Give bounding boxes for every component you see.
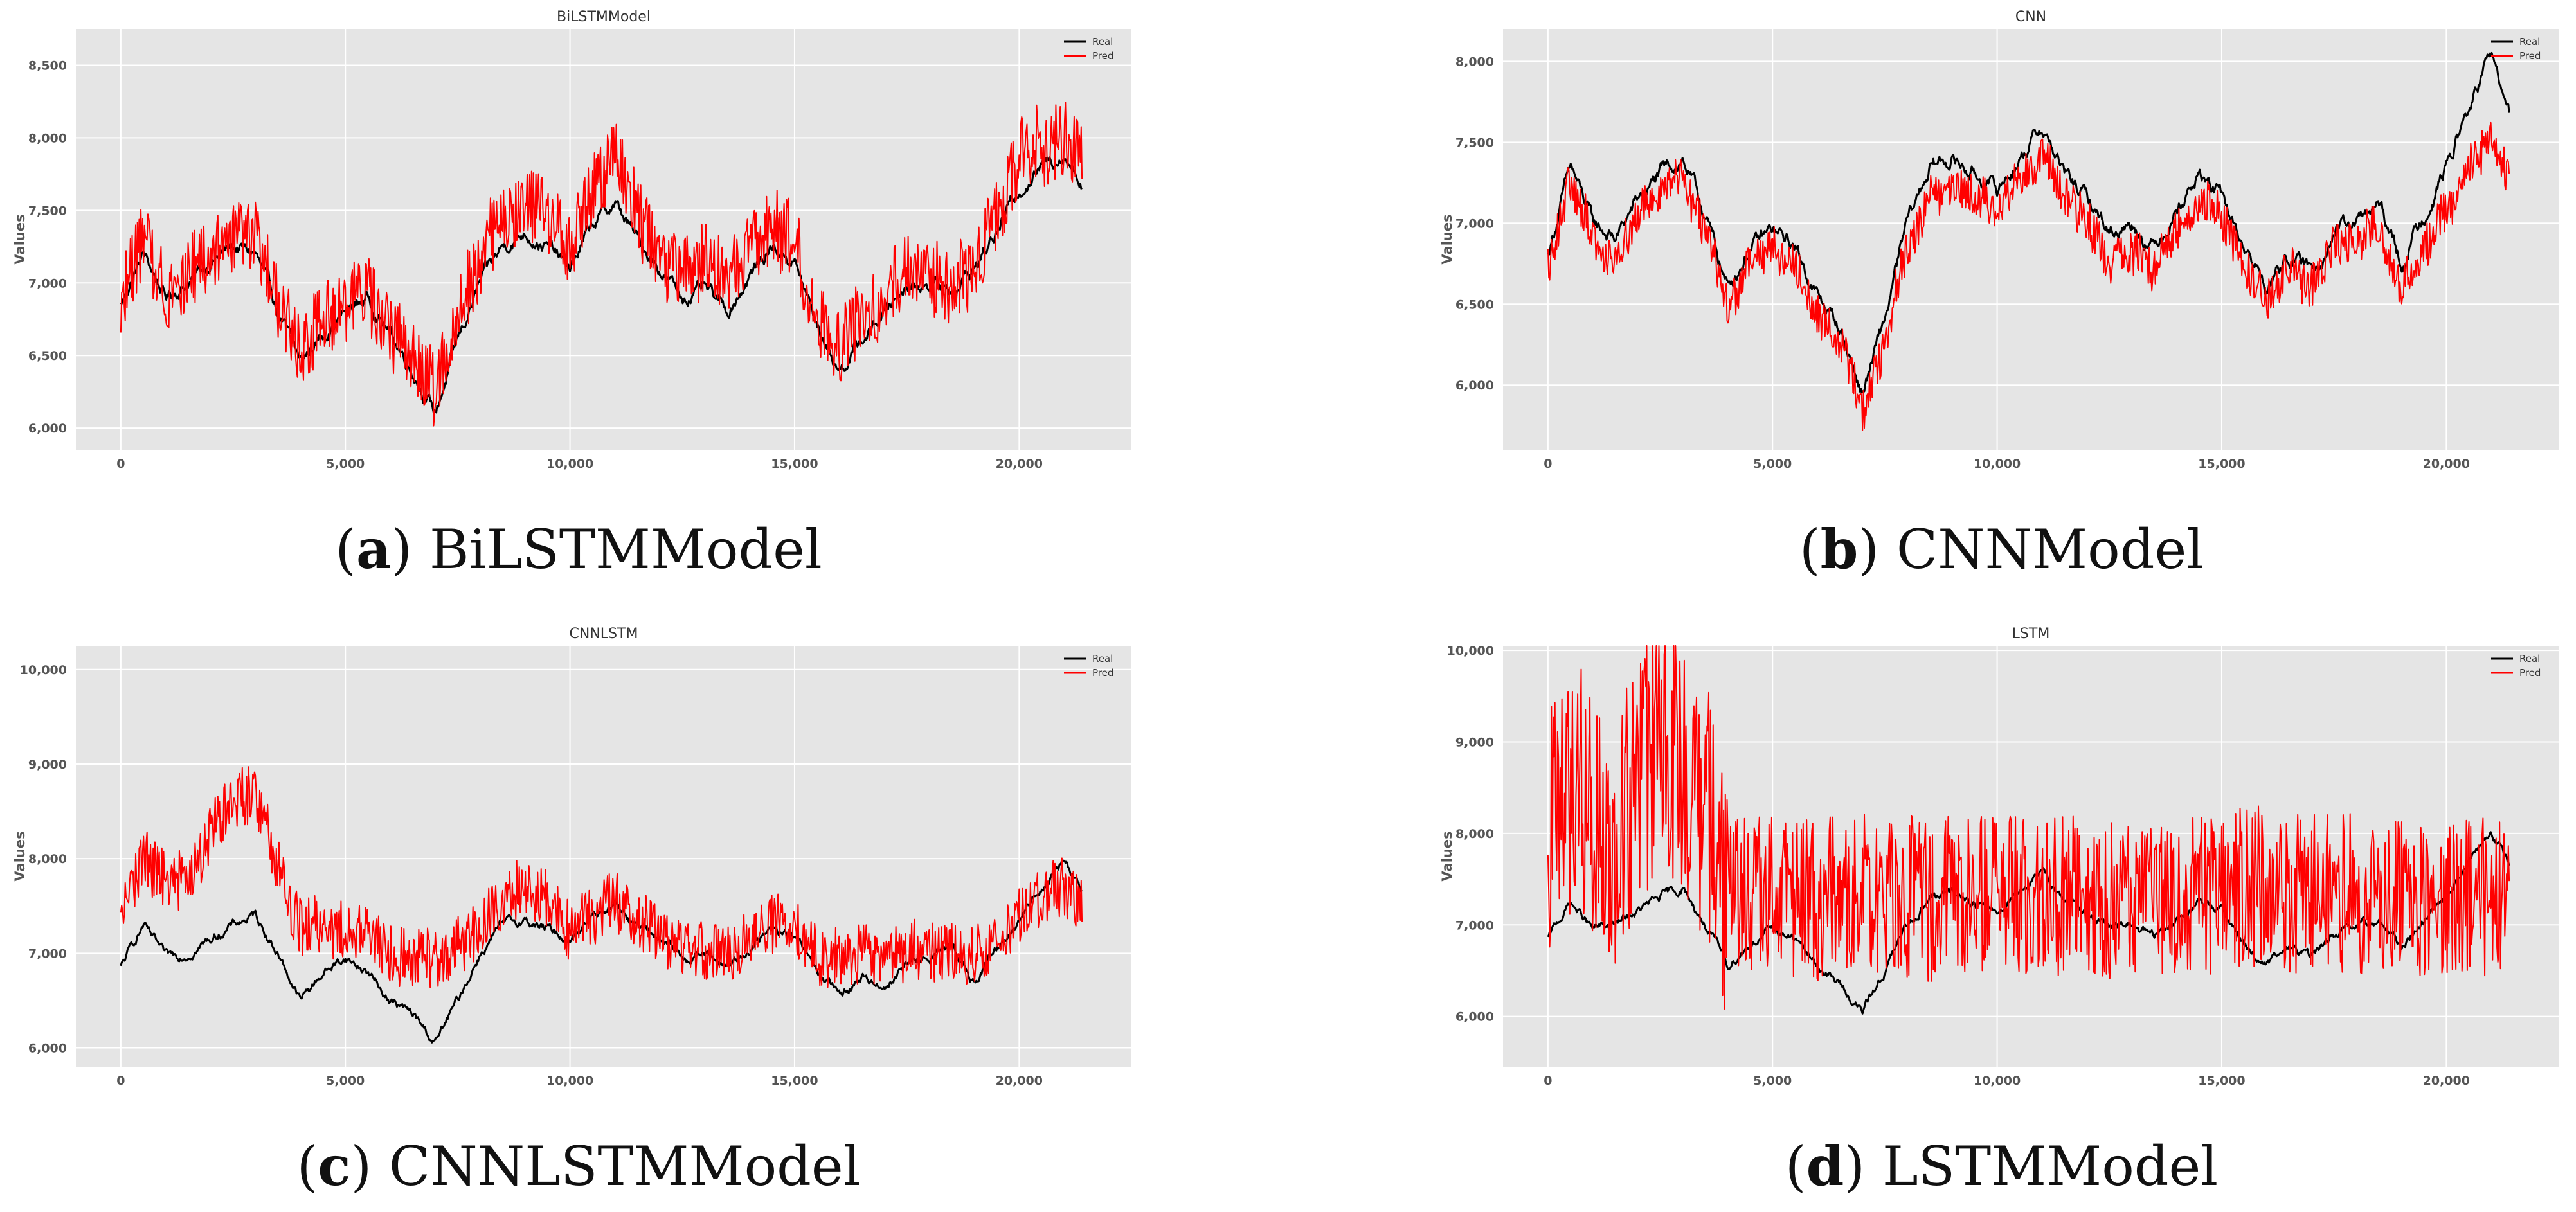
y-axis-label-d: Values (1439, 831, 1455, 881)
plot-area-c (76, 646, 1131, 1067)
series-line-pred-b (1547, 121, 2510, 431)
y-tick-label-d-2: 8,000 (1455, 827, 1494, 841)
y-tick-label-d-0: 6,000 (1455, 1010, 1494, 1024)
chart-svg-c: CNNLSTM 6,000 7,000 8,000 9,000 10,000 0 5,000 1… (12, 626, 1131, 1088)
caption-letter-b: b (1820, 517, 1859, 581)
y-axis-label-a: Values (12, 214, 28, 264)
caption-b: (b) CNNModel (1799, 517, 2204, 581)
x-tick-label-a-1: 5,000 (326, 457, 365, 471)
x-tick-label-b-2: 10,000 (1974, 457, 2021, 471)
x-tick-label-d-3: 15,000 (2198, 1074, 2245, 1088)
y-tick-label-b-1: 6,500 (1455, 298, 1494, 312)
caption-letter-d: d (1806, 1134, 1844, 1198)
chart-svg-a: BiLSTMModel 6,000 6,500 7,000 7,500 8,000 8,50… (12, 9, 1131, 471)
caption-c: (c) CNNLSTMModel (296, 1134, 861, 1198)
y-tick-label-a-4: 8,000 (28, 131, 67, 145)
x-tick-label-c-4: 20,000 (996, 1074, 1043, 1088)
x-tick-label-a-2: 10,000 (546, 457, 593, 471)
x-tick-label-c-0: 0 (116, 1074, 125, 1088)
chart-panel-a: BiLSTMModel 6,000 6,500 7,000 7,500 8,000 8,50… (0, 0, 1151, 488)
legend-label-real-c: Real (1092, 653, 1113, 664)
chart-title-c: CNNLSTM (570, 626, 638, 642)
y-tick-label-d-3: 9,000 (1455, 736, 1494, 750)
x-tick-label-d-4: 20,000 (2423, 1074, 2470, 1088)
x-tick-label-b-3: 15,000 (2198, 457, 2245, 471)
y-tick-label-b-3: 7,500 (1455, 136, 1494, 150)
y-tick-label-b-2: 7,000 (1455, 217, 1494, 231)
y-tick-label-c-1: 7,000 (28, 947, 67, 961)
legend-label-pred-c: Pred (1092, 667, 1113, 679)
legend-label-pred-d: Pred (2519, 667, 2541, 679)
chart-panel-c: CNNLSTM 6,000 7,000 8,000 9,000 10,000 0 5,000 1… (0, 617, 1151, 1105)
legend-label-real-d: Real (2519, 653, 2540, 664)
chart-panel-b: CNN 6,000 6,500 7,000 7,500 8,000 0 5,000 10,000… (1427, 0, 2576, 488)
caption-d: (d) LSTMModel (1785, 1134, 2219, 1198)
legend-label-pred-b: Pred (2519, 50, 2541, 62)
legend-label-real-b: Real (2519, 36, 2540, 48)
x-tick-label-c-2: 10,000 (546, 1074, 593, 1088)
x-tick-label-d-1: 5,000 (1753, 1074, 1792, 1088)
plot-area-d (1503, 646, 2559, 1067)
series-line-pred-a (120, 102, 1083, 427)
chart-svg-d: LSTM 6,000 7,000 8,000 9,000 10,000 0 5,000 10,0… (1439, 626, 2559, 1088)
chart-svg-b: CNN 6,000 6,500 7,000 7,500 8,000 0 5,000 10,000… (1439, 9, 2559, 471)
y-tick-label-a-3: 7,500 (28, 204, 67, 218)
y-tick-label-d-1: 7,000 (1455, 918, 1494, 932)
x-tick-label-a-0: 0 (116, 457, 125, 471)
plot-area-b (1503, 29, 2559, 450)
y-tick-label-b-0: 6,000 (1455, 379, 1494, 393)
y-tick-label-a-1: 6,500 (28, 349, 67, 363)
y-tick-label-a-5: 8,500 (28, 58, 67, 73)
y-tick-label-c-3: 9,000 (28, 758, 67, 772)
x-tick-label-d-0: 0 (1544, 1074, 1552, 1088)
caption-text-d: LSTMModel (1882, 1135, 2219, 1198)
y-tick-label-b-4: 8,000 (1455, 55, 1494, 69)
x-tick-label-b-4: 20,000 (2423, 457, 2470, 471)
caption-letter-c: c (318, 1134, 351, 1198)
x-tick-label-c-3: 15,000 (771, 1074, 818, 1088)
x-tick-label-d-2: 10,000 (1974, 1074, 2021, 1088)
x-tick-label-b-1: 5,000 (1753, 457, 1792, 471)
x-tick-label-a-4: 20,000 (996, 457, 1043, 471)
legend-label-real-a: Real (1092, 36, 1113, 48)
chart-title-a: BiLSTMModel (557, 9, 651, 25)
chart-title-b: CNN (2015, 9, 2046, 25)
caption-text-b: CNNModel (1896, 518, 2204, 581)
caption-letter-a: a (356, 517, 392, 581)
legend-label-pred-a: Pred (1092, 50, 1113, 62)
y-axis-label-b: Values (1439, 214, 1455, 264)
x-tick-label-a-3: 15,000 (771, 457, 818, 471)
series-line-pred-d (1547, 645, 2510, 1010)
y-tick-label-a-0: 6,000 (28, 422, 67, 436)
chart-title-d: LSTM (2012, 626, 2050, 642)
caption-text-c: CNNLSTMModel (388, 1135, 861, 1198)
y-tick-label-a-2: 7,000 (28, 276, 67, 290)
series-line-pred-c (120, 766, 1083, 988)
y-tick-label-c-2: 8,000 (28, 852, 67, 866)
y-axis-label-c: Values (12, 831, 28, 881)
y-tick-label-c-4: 10,000 (20, 663, 67, 677)
caption-a: (a) BiLSTMModel (335, 517, 822, 581)
y-tick-label-c-0: 6,000 (28, 1042, 67, 1056)
chart-panel-d: LSTM 6,000 7,000 8,000 9,000 10,000 0 5,000 10,0… (1427, 617, 2576, 1105)
caption-text-a: BiLSTMModel (429, 518, 822, 581)
y-tick-label-d-4: 10,000 (1447, 644, 1494, 658)
x-tick-label-b-0: 0 (1544, 457, 1552, 471)
x-tick-label-c-1: 5,000 (326, 1074, 365, 1088)
